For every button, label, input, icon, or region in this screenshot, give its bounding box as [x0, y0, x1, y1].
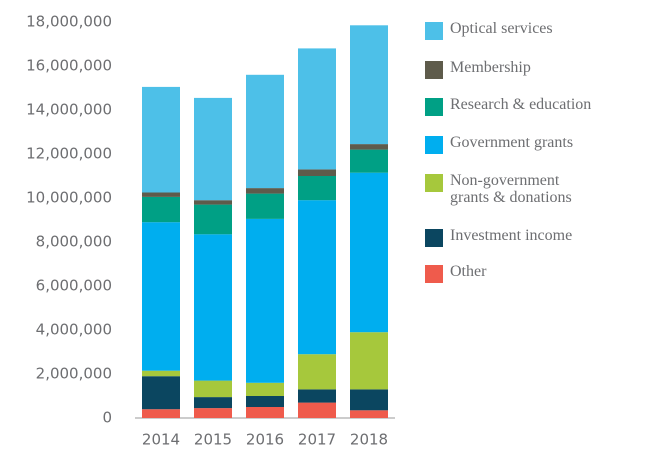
legend-item: Membership — [425, 59, 595, 79]
x-tick-label: 2018 — [350, 431, 388, 449]
legend-label: Research & education — [450, 96, 592, 113]
bar-segment — [142, 370, 180, 377]
x-tick-label: 2016 — [246, 431, 284, 449]
legend-swatch — [425, 136, 443, 154]
legend-item: Government grants — [425, 134, 595, 154]
bar-segment — [194, 204, 232, 235]
x-tick-label: 2014 — [142, 431, 180, 449]
bar-segment — [298, 48, 336, 170]
bar-segment — [298, 200, 336, 355]
legend-swatch — [425, 98, 443, 116]
bar-segment — [194, 408, 232, 418]
legend-swatch — [425, 22, 443, 40]
y-tick-label: 0 — [102, 409, 112, 427]
bar-segment — [298, 169, 336, 176]
y-tick-label: 8,000,000 — [36, 233, 112, 251]
bar-segment — [298, 176, 336, 201]
bar-segment — [142, 86, 180, 193]
bar-segment — [246, 218, 284, 383]
y-tick-label: 4,000,000 — [36, 321, 112, 339]
legend-label: Optical services — [450, 20, 553, 37]
legend-swatch — [425, 61, 443, 79]
bar-segment — [350, 389, 388, 411]
bar-segment — [298, 389, 336, 403]
legend-label: Investment income — [450, 227, 573, 244]
legend-item: Investment income — [425, 227, 595, 247]
legend-label: Other — [450, 263, 487, 280]
bar-segment — [350, 149, 388, 173]
x-tick-label: 2017 — [298, 431, 336, 449]
bar-segment — [350, 25, 388, 145]
legend-label: Government grants — [450, 134, 574, 151]
bar-segment — [298, 402, 336, 418]
legend-item: Other — [425, 263, 595, 283]
bar-segment — [142, 192, 180, 197]
bar-segment — [142, 222, 180, 371]
legend-item: Non-government grants & donations — [425, 172, 595, 206]
x-tick-label: 2015 — [194, 431, 232, 449]
bar-segment — [246, 396, 284, 407]
legend-swatch — [425, 174, 443, 192]
legend-swatch — [425, 229, 443, 247]
bar-segment — [194, 397, 232, 409]
bar-segment — [194, 234, 232, 381]
legend-item: Research & education — [425, 96, 595, 116]
y-tick-label: 10,000,000 — [26, 189, 112, 207]
bar-segment — [194, 97, 232, 201]
bar-segment — [350, 332, 388, 390]
bar-segment — [350, 144, 388, 150]
bar-segment — [246, 74, 284, 189]
y-tick-label: 18,000,000 — [26, 13, 112, 31]
y-tick-label: 14,000,000 — [26, 101, 112, 119]
y-tick-label: 16,000,000 — [26, 57, 112, 75]
bar-segment — [246, 193, 284, 219]
legend-item: Optical services — [425, 20, 595, 40]
bar-segment — [142, 196, 180, 223]
bar-segment — [194, 380, 232, 398]
bar-segment — [350, 410, 388, 418]
bar-segment — [246, 407, 284, 418]
bar-segment — [350, 172, 388, 333]
legend-label: Membership — [450, 59, 531, 76]
y-tick-label: 2,000,000 — [36, 365, 112, 383]
bar-segment — [142, 409, 180, 418]
bar-segment — [142, 376, 180, 410]
legend-swatch — [425, 265, 443, 283]
legend-label: Non-government grants & donations — [450, 172, 572, 206]
y-tick-label: 6,000,000 — [36, 277, 112, 295]
bar-segment — [246, 382, 284, 396]
bar-segment — [246, 188, 284, 194]
bar-segment — [194, 200, 232, 205]
bar-segment — [298, 354, 336, 390]
y-tick-label: 12,000,000 — [26, 145, 112, 163]
